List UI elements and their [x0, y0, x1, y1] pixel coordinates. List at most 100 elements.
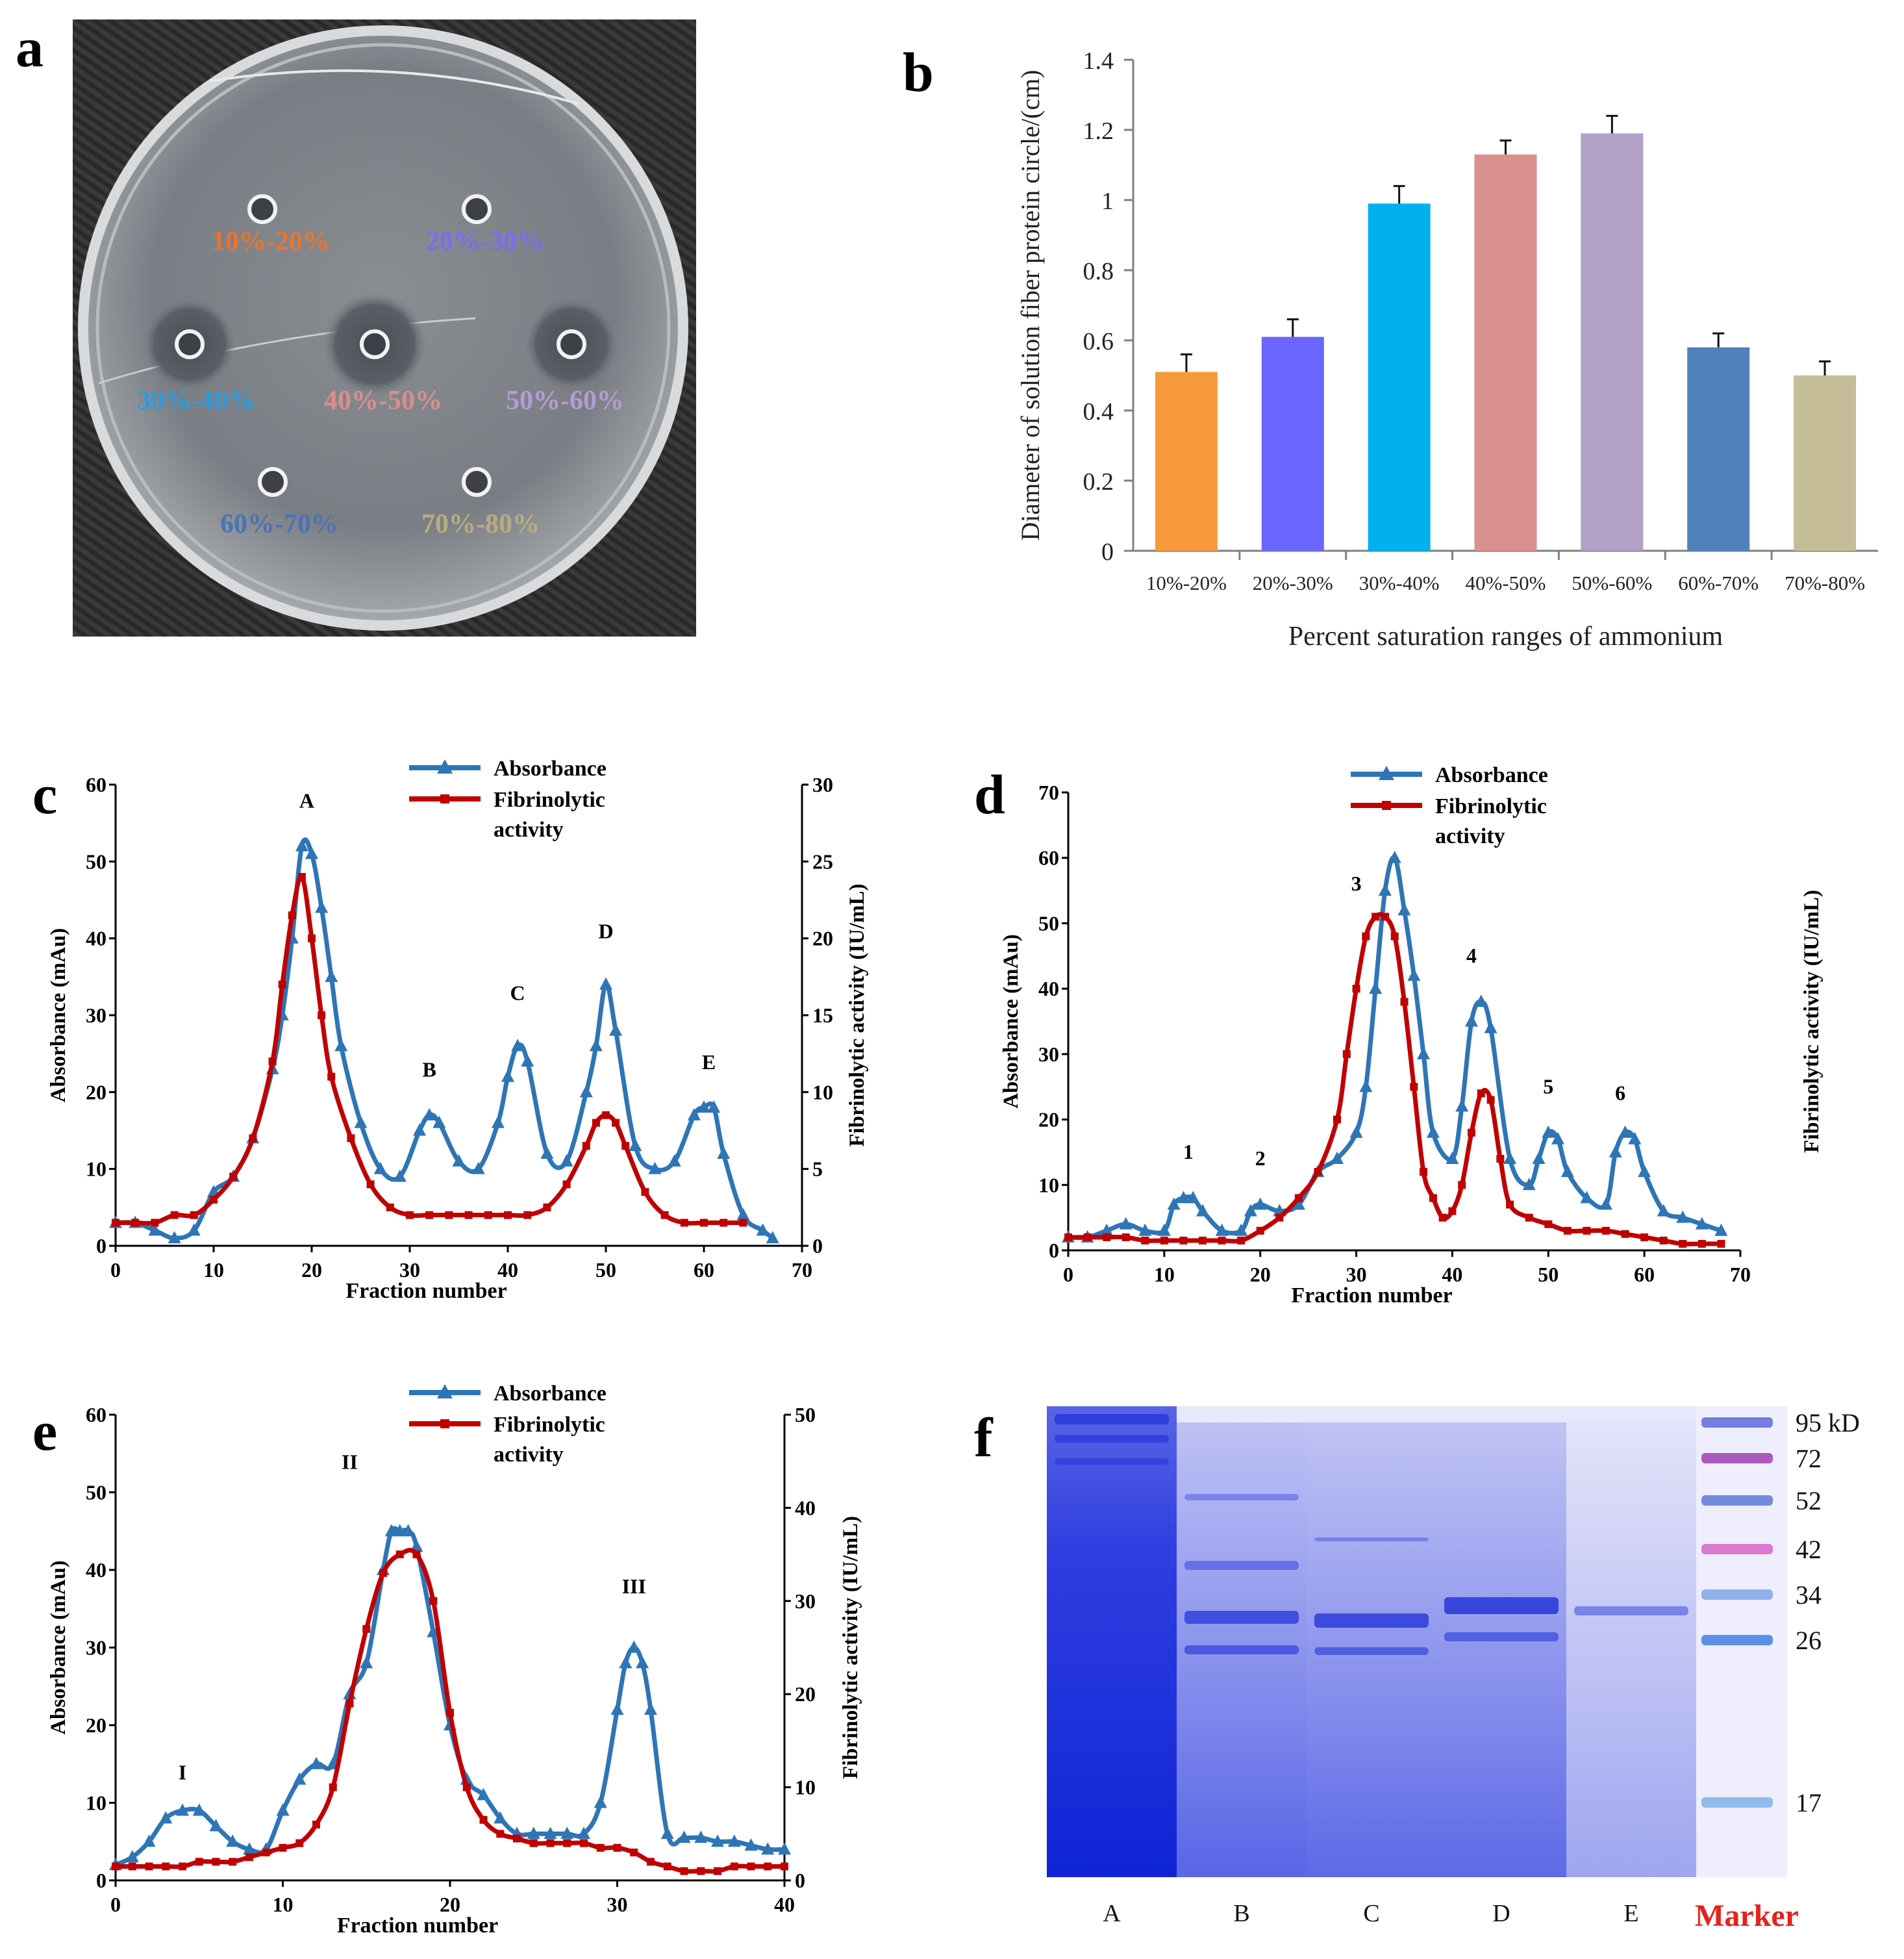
activity-point — [1160, 1236, 1168, 1245]
x-axis-title: Percent saturation ranges of ammonium — [1288, 622, 1723, 651]
legend-triangle-icon — [1379, 766, 1394, 780]
activity-point — [596, 1843, 605, 1852]
activity-point — [1256, 1226, 1264, 1235]
y-axis-title: Absorbance (mAu) — [47, 928, 70, 1103]
peak-label: 4 — [1466, 944, 1477, 967]
range-label: 50%-60% — [506, 386, 624, 416]
activity-point — [546, 1839, 555, 1847]
x-tick-label: 60 — [694, 1258, 714, 1282]
activity-point — [1199, 1236, 1207, 1245]
absorbance-point — [1446, 1152, 1459, 1164]
absorbance-point — [1253, 1197, 1267, 1210]
absorbance-point — [187, 1223, 201, 1236]
sample-well — [557, 329, 586, 359]
activity-point — [1679, 1239, 1687, 1248]
activity-point — [612, 1119, 620, 1127]
y2-tick-label: 10 — [812, 1080, 833, 1104]
y-tick-label: 0 — [1049, 1239, 1059, 1262]
marker-band — [1701, 1635, 1773, 1645]
activity-point — [1390, 932, 1399, 941]
panel-label-a: a — [16, 16, 44, 79]
x-tick-label: 40%-50% — [1466, 572, 1546, 594]
activity-point — [412, 1550, 421, 1559]
activity-point — [1583, 1226, 1591, 1235]
absorbance-point — [1196, 1204, 1209, 1217]
absorbance-point — [744, 1838, 758, 1851]
absorbance-point — [1609, 1144, 1622, 1157]
activity-point — [1602, 1226, 1610, 1235]
mw-label: 34 — [1796, 1580, 1822, 1610]
absorbance-point — [1580, 1191, 1594, 1204]
activity-point — [680, 1219, 688, 1227]
activity-point — [582, 1142, 590, 1150]
activity-point — [1342, 1050, 1351, 1058]
x-tick-label: 50 — [595, 1258, 616, 1282]
activity-point — [513, 1834, 521, 1843]
marker-lane-label: Marker — [1695, 1899, 1799, 1933]
bar — [1155, 372, 1218, 551]
legend-absorbance-label: Absorbance — [494, 1382, 607, 1406]
absorbance-point — [142, 1834, 156, 1847]
y-tick-label: 50 — [86, 1481, 106, 1504]
y-tick-label: 30 — [86, 1636, 106, 1660]
absorbance-point — [527, 1826, 540, 1839]
activity-point — [1468, 1128, 1475, 1137]
legend-square-icon — [440, 1419, 449, 1428]
activity-point — [720, 1219, 728, 1227]
x-tick-label: 30 — [607, 1893, 628, 1916]
activity-point — [1121, 1233, 1130, 1241]
peak-label: 6 — [1615, 1081, 1625, 1104]
activity-point — [496, 1830, 505, 1838]
x-axis-title: Fraction number — [345, 1279, 507, 1303]
gel-band — [1184, 1611, 1299, 1624]
mw-label: 95 kD — [1796, 1408, 1860, 1437]
range-label: 10%-20% — [212, 227, 330, 257]
absorbance-point — [491, 1115, 505, 1128]
lane-label: E — [1623, 1900, 1638, 1927]
chromatogram-e: 0 10 20 30 40010203040506001020304050Fractio… — [47, 1382, 862, 1938]
marker-band — [1701, 1453, 1773, 1463]
absorbance-point — [243, 1842, 256, 1855]
absorbance-point — [629, 1139, 642, 1152]
activity-point — [362, 1624, 371, 1633]
y2-tick-label: 5 — [812, 1157, 823, 1181]
activity-point — [308, 934, 316, 942]
absorbance-point — [501, 1069, 514, 1082]
activity-point — [445, 1211, 453, 1219]
y2-tick-label: 25 — [812, 850, 833, 873]
y-tick-label: 40 — [1038, 977, 1059, 1000]
activity-point — [195, 1858, 203, 1866]
x-tick-label: 10 — [1154, 1263, 1175, 1286]
legend-absorbance-label: Absorbance — [1435, 763, 1548, 787]
absorbance-point — [1465, 1014, 1478, 1027]
activity-point — [641, 1188, 649, 1196]
activity-point — [660, 1211, 669, 1219]
y2-axis-title: Fibrinolytic activity (IU/mL) — [846, 883, 869, 1146]
panel-label-b: b — [903, 41, 934, 103]
range-label: 30%-40% — [137, 386, 255, 416]
activity-point — [278, 980, 286, 989]
peak-label: III — [622, 1574, 646, 1598]
mw-label: 42 — [1796, 1535, 1822, 1564]
x-tick-label: 20 — [301, 1258, 322, 1282]
bar — [1581, 133, 1644, 551]
activity-point — [613, 1843, 621, 1852]
x-tick-label: 10%-20% — [1146, 572, 1227, 594]
y-tick-label: 0.2 — [1083, 468, 1114, 496]
absorbance-point — [610, 1702, 624, 1715]
activity-point — [1717, 1239, 1725, 1248]
bar — [1794, 375, 1857, 551]
absorbance-point — [125, 1850, 139, 1863]
absorbance-point — [711, 1834, 724, 1847]
activity-point — [1525, 1213, 1533, 1222]
absorbance-point — [1378, 883, 1392, 896]
y-tick-label: 10 — [1038, 1173, 1059, 1196]
absorbance-point — [295, 839, 308, 852]
activity-point — [379, 1569, 387, 1577]
y2-tick-label: 30 — [812, 773, 833, 796]
absorbance-point — [560, 1154, 573, 1167]
y-tick-label: 20 — [1038, 1108, 1059, 1131]
activity-point — [190, 1211, 198, 1219]
absorbance-point — [1714, 1223, 1728, 1236]
absorbance-point — [579, 1085, 593, 1098]
